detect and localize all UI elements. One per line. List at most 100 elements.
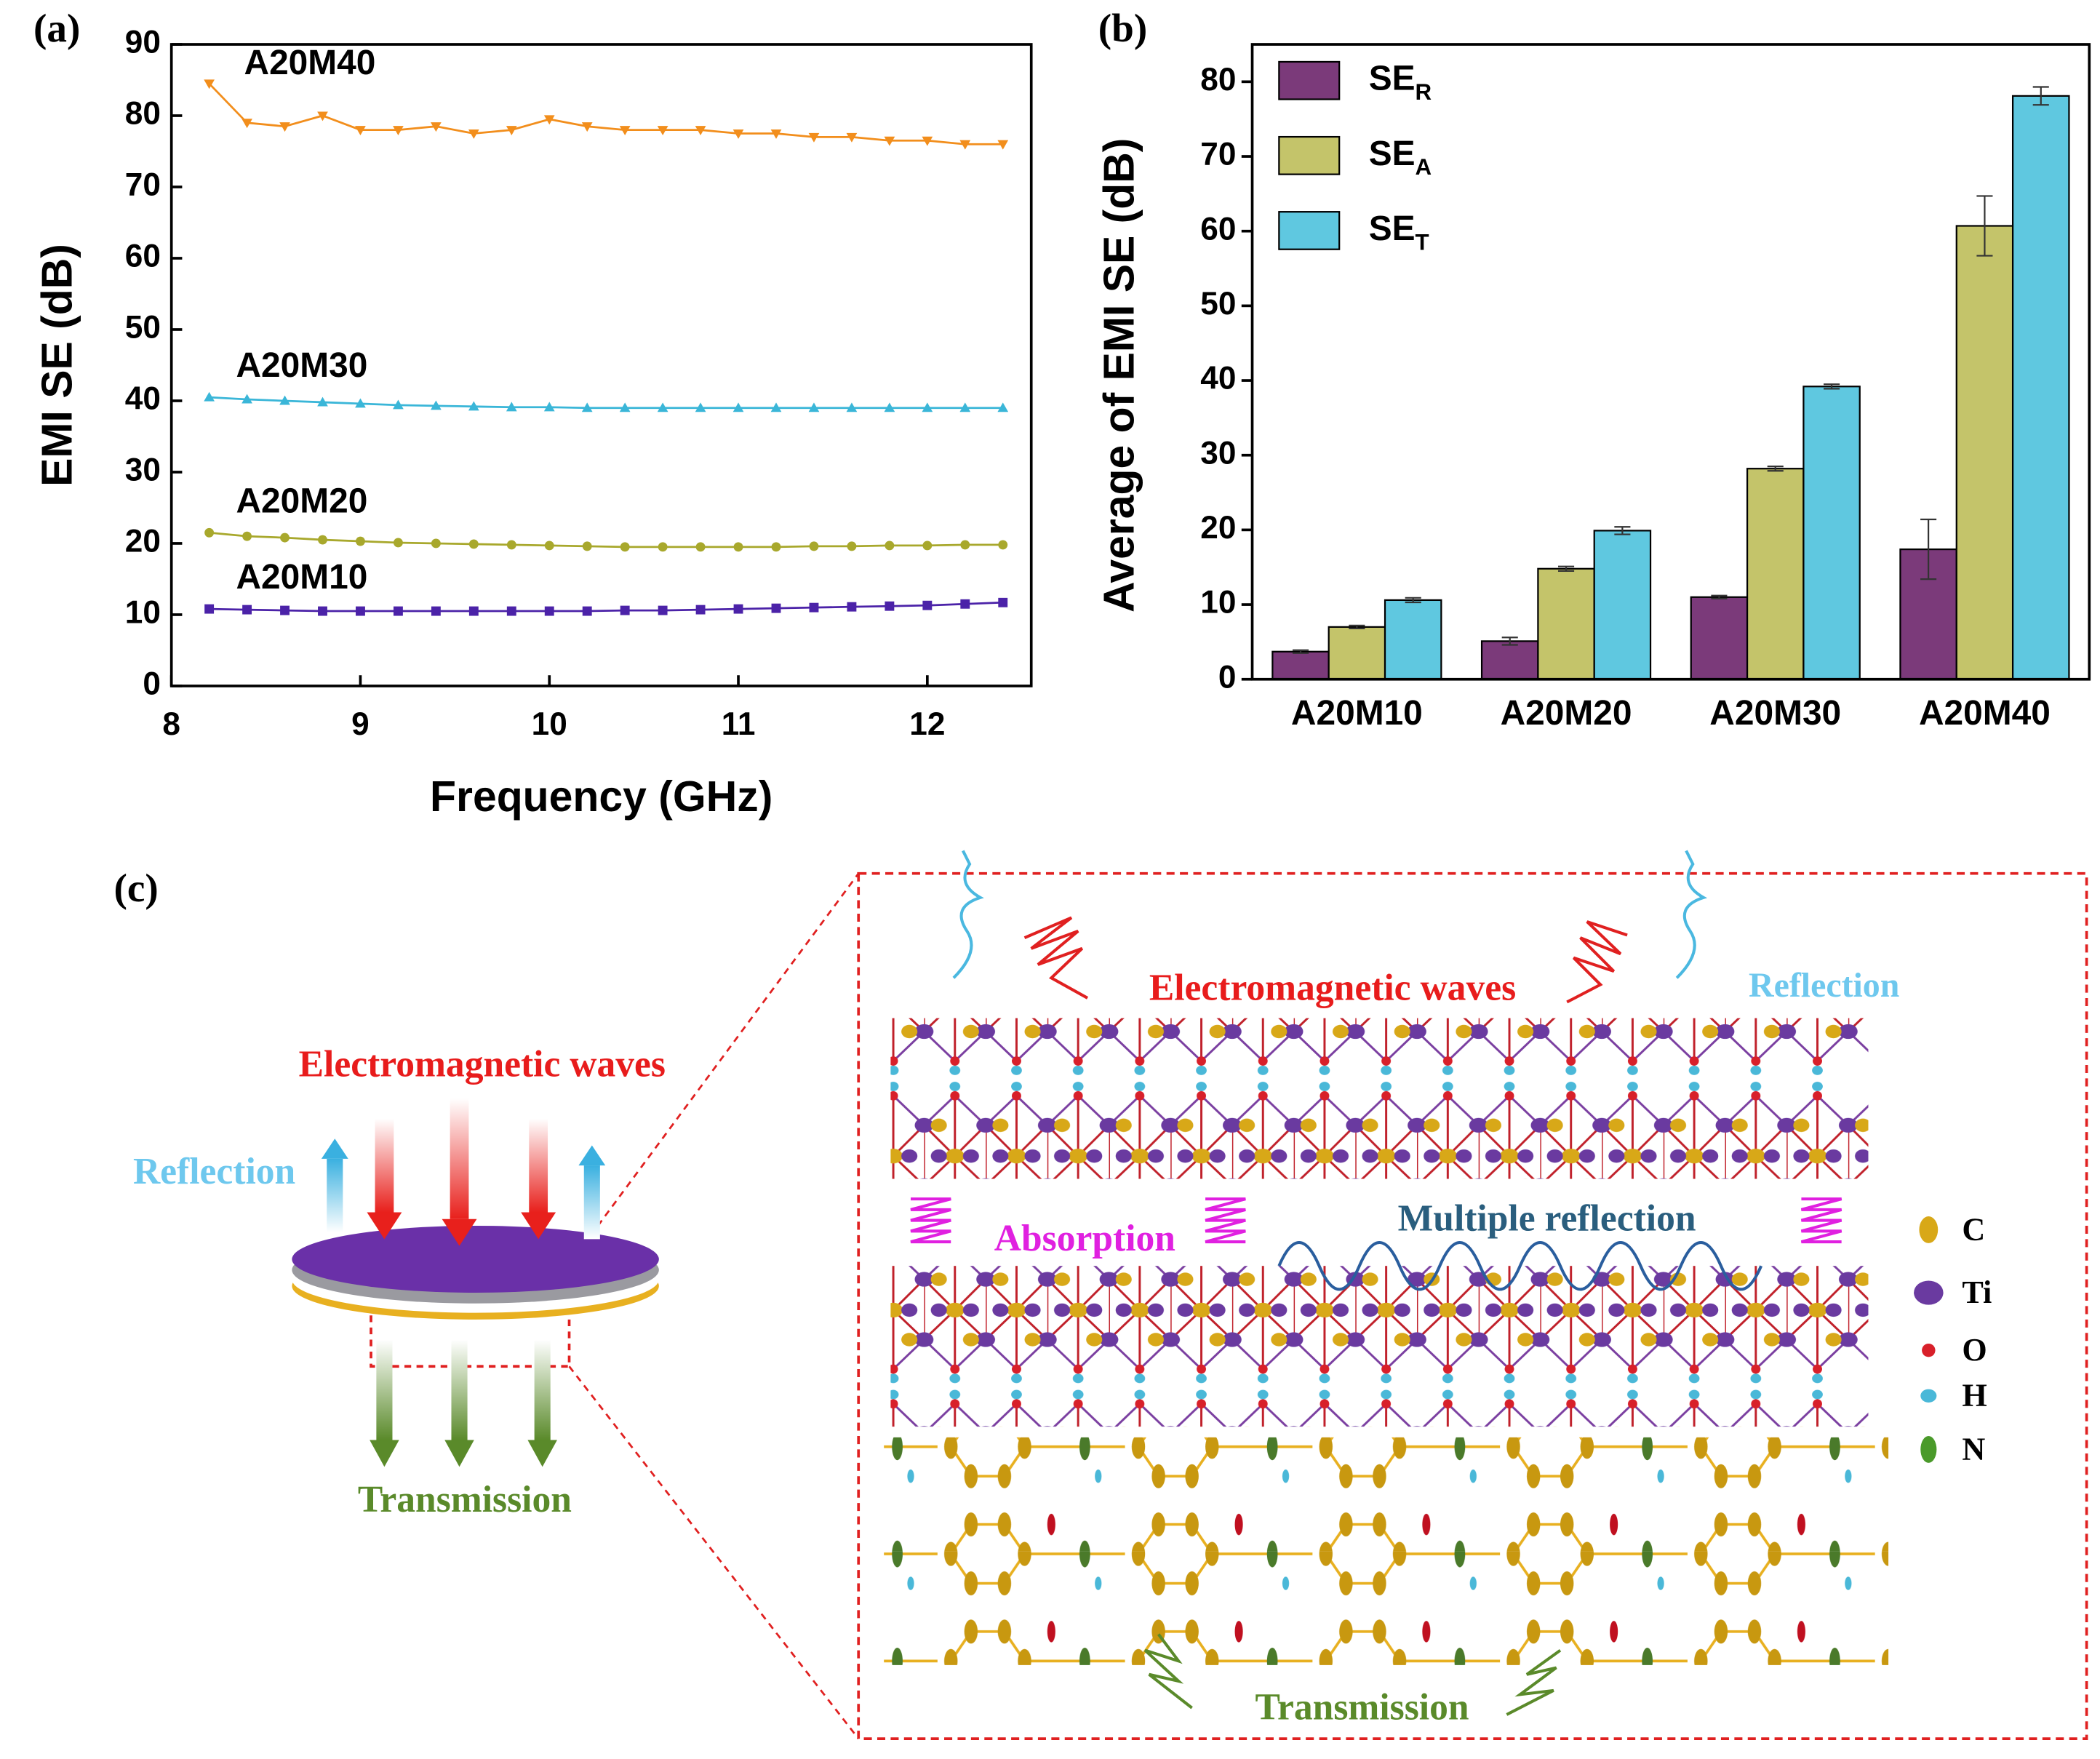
marker — [431, 122, 442, 132]
panel-label: (a) — [33, 6, 80, 50]
marker — [318, 606, 327, 616]
marker — [658, 605, 668, 615]
marker — [847, 541, 857, 551]
error-bar — [1824, 383, 1840, 390]
marker — [393, 606, 403, 616]
y-tick-label: 80 — [1200, 62, 1236, 97]
bar — [1955, 225, 2014, 680]
marker — [695, 126, 706, 135]
legend-swatch — [1278, 135, 1341, 175]
marker — [770, 402, 782, 412]
marker — [619, 402, 631, 412]
bar — [1537, 567, 1595, 680]
marker — [393, 538, 403, 548]
marker — [998, 597, 1008, 607]
y-tick-label: 10 — [125, 595, 161, 631]
marker — [771, 542, 781, 552]
marker — [846, 132, 858, 143]
marker — [544, 541, 554, 551]
series-label: A20M30 — [236, 346, 367, 385]
marker — [356, 536, 365, 546]
legend-label: SER — [1369, 59, 1432, 105]
marker — [732, 402, 744, 412]
marker — [204, 527, 215, 538]
marker — [356, 606, 365, 616]
error-bar — [1614, 526, 1631, 535]
error-bar — [1767, 466, 1784, 472]
marker — [204, 79, 215, 89]
waves — [910, 850, 1843, 1716]
y-axis-label: EMI SE (dB) — [33, 244, 81, 487]
legend-label: SET — [1369, 210, 1429, 255]
label: Electromagnetic waves — [299, 1044, 666, 1085]
y-tick-label: 70 — [1200, 137, 1236, 172]
marker — [733, 542, 743, 552]
arrows — [321, 1098, 606, 1467]
y-tick-label: 20 — [125, 524, 161, 559]
legend-swatch — [1278, 211, 1341, 250]
marker — [506, 540, 516, 550]
legend-swatch — [1278, 60, 1341, 100]
marker — [657, 126, 668, 135]
y-tick-label: 50 — [125, 310, 161, 346]
bar — [1690, 596, 1749, 680]
marker — [959, 140, 971, 150]
bar — [1802, 386, 1861, 680]
y-axis-label: Average of EMI SE (dB) — [1095, 138, 1143, 613]
marker — [885, 541, 895, 551]
label: Reflection — [1749, 966, 1899, 1005]
legend-label: SEA — [1369, 134, 1432, 180]
marker — [242, 605, 252, 615]
y-tick-label: 60 — [1200, 211, 1236, 247]
marker — [431, 400, 442, 410]
lattice-top — [890, 1018, 1869, 1179]
error-bar — [1920, 518, 1937, 581]
marker — [431, 606, 441, 616]
y-tick-label: 90 — [125, 25, 161, 60]
marker — [468, 401, 479, 411]
marker — [922, 541, 933, 551]
x-tick-label: A20M10 — [1291, 694, 1423, 733]
marker — [960, 540, 970, 550]
y-tick-label: 70 — [125, 167, 161, 203]
line — [208, 82, 1003, 145]
y-tick-label: 20 — [1200, 510, 1236, 546]
y-tick-label: 80 — [125, 96, 161, 132]
bar — [1480, 640, 1539, 680]
y-tick-label: 50 — [1200, 286, 1236, 322]
marker — [279, 122, 290, 132]
y-tick-label: 60 — [125, 239, 161, 274]
y-tick-label: 30 — [1200, 435, 1236, 471]
legend-label: O — [1962, 1332, 1987, 1368]
error-bar — [1349, 624, 1365, 630]
marker — [771, 603, 781, 613]
series-label: A20M20 — [236, 482, 367, 520]
error-bar — [1558, 565, 1575, 572]
x-tick-label: 9 — [351, 706, 370, 742]
line — [209, 531, 1003, 549]
marker — [468, 129, 479, 139]
marker — [506, 126, 517, 135]
marker — [770, 129, 782, 139]
marker — [960, 599, 970, 609]
marker — [884, 402, 895, 412]
x-tick-label: 11 — [722, 706, 756, 742]
y-tick-label: 30 — [125, 452, 161, 488]
polymer-1 — [884, 1437, 1889, 1552]
y-tick-label: 40 — [125, 381, 161, 417]
legend-label: Ti — [1962, 1275, 1992, 1310]
marker — [506, 606, 516, 616]
x-tick-label: 8 — [162, 706, 180, 742]
plot-frame — [169, 43, 1033, 687]
label: Multiple reflection — [1398, 1197, 1696, 1239]
marker — [885, 601, 895, 611]
x-tick-label: A20M20 — [1501, 694, 1632, 733]
series-label: A20M10 — [236, 558, 367, 597]
marker — [280, 533, 290, 543]
label: Transmission — [358, 1479, 572, 1520]
plot-frame — [1250, 43, 2091, 681]
marker — [809, 602, 819, 613]
marker — [468, 606, 479, 616]
line — [209, 601, 1003, 613]
